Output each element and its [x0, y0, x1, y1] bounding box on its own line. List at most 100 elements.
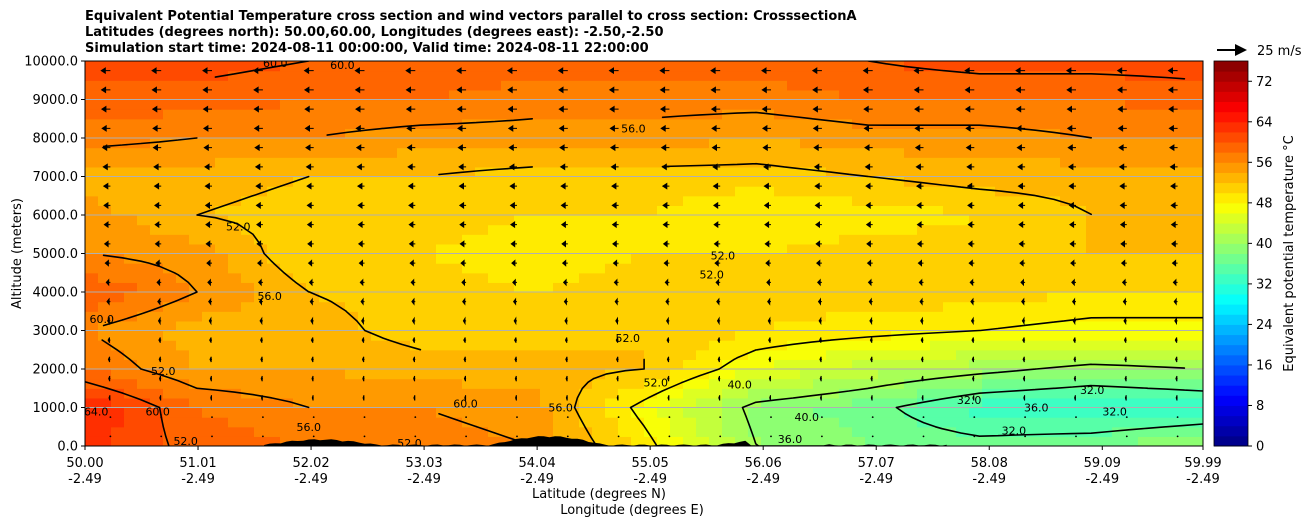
- field-cell: [761, 157, 775, 168]
- field-cell: [748, 224, 762, 235]
- field-cell: [215, 320, 229, 332]
- field-cell: [813, 176, 827, 187]
- field-cell: [982, 205, 996, 216]
- field-cell: [1073, 138, 1087, 149]
- field-cell: [176, 205, 190, 216]
- field-cell: [514, 195, 528, 206]
- field-cell: [293, 186, 307, 197]
- field-cell: [85, 301, 99, 312]
- field-cell: [475, 166, 489, 178]
- field-cell: [319, 397, 333, 409]
- field-cell: [709, 243, 723, 255]
- field-cell: [1177, 301, 1191, 312]
- field-cell: [813, 61, 827, 72]
- field-cell: [1164, 89, 1178, 101]
- field-cell: [1151, 215, 1165, 226]
- field-cell: [579, 340, 593, 351]
- field-cell: [709, 224, 723, 235]
- field-cell: [982, 292, 996, 303]
- field-cell: [501, 397, 515, 409]
- field-cell: [280, 330, 294, 341]
- field-cell: [488, 147, 502, 158]
- wind-vector: [616, 356, 619, 363]
- field-cell: [995, 157, 1009, 168]
- wind-vector: [202, 124, 212, 132]
- field-cell: [943, 397, 957, 409]
- field-cell: [761, 195, 775, 206]
- field-cell: [605, 253, 619, 264]
- field-cell: [1047, 397, 1061, 409]
- field-cell: [852, 397, 866, 409]
- field-cell: [540, 263, 554, 274]
- field-cell: [1060, 330, 1074, 341]
- field-cell: [553, 272, 567, 283]
- field-cell: [735, 224, 749, 235]
- field-cell: [371, 436, 385, 446]
- field-cell: [423, 61, 437, 72]
- wind-vector: [357, 201, 365, 209]
- field-cell: [501, 369, 515, 380]
- field-cell: [670, 397, 684, 409]
- field-cell: [501, 99, 515, 110]
- field-cell: [1021, 282, 1035, 293]
- field-cell: [319, 166, 333, 178]
- field-cell: [1073, 282, 1087, 293]
- field-cell: [995, 80, 1009, 91]
- field-cell: [904, 388, 918, 399]
- field-cell: [85, 388, 99, 399]
- field-cell: [1073, 128, 1087, 139]
- field-cell: [475, 369, 489, 380]
- contour-label: 32.0: [1080, 384, 1105, 397]
- field-cell: [891, 263, 905, 274]
- field-cell: [748, 282, 762, 293]
- x-tick-label-latitude: 59.09: [1084, 456, 1121, 471]
- field-cell: [605, 205, 619, 216]
- field-cell: [462, 426, 476, 437]
- wind-vector: [456, 67, 467, 75]
- field-cell: [98, 272, 112, 283]
- field-cell: [1047, 311, 1061, 322]
- wind-vector: [260, 395, 263, 401]
- field-cell: [813, 397, 827, 409]
- field-cell: [1190, 70, 1203, 81]
- field-cell: [163, 407, 177, 418]
- field-cell: [280, 215, 294, 226]
- field-cell: [85, 89, 99, 101]
- field-cell: [995, 349, 1009, 360]
- field-cell: [436, 359, 450, 370]
- field-cell: [267, 128, 281, 139]
- x-tick-label-longitude: -2.49: [294, 472, 328, 487]
- field-cell: [774, 436, 788, 446]
- title-line-3: Simulation start time: 2024-08-11 00:00:…: [85, 41, 649, 56]
- field-cell: [540, 311, 554, 322]
- wind-vector: [304, 124, 314, 132]
- wind-vector: [919, 297, 924, 306]
- y-tick-label: 1000.0: [33, 401, 79, 416]
- field-cell: [579, 397, 593, 409]
- wind-vector: [355, 105, 365, 113]
- field-cell: [215, 272, 229, 283]
- field-cell: [514, 272, 528, 283]
- wind-vector: [305, 163, 314, 171]
- field-cell: [371, 195, 385, 206]
- field-cell: [1190, 397, 1203, 409]
- field-cell: [319, 205, 333, 216]
- field-cell: [1138, 89, 1152, 101]
- field-cell: [1086, 166, 1100, 178]
- field-cell: [332, 311, 346, 322]
- field-cell: [813, 378, 827, 389]
- field-cell: [787, 195, 801, 206]
- field-cell: [1060, 282, 1074, 293]
- field-cell: [956, 224, 970, 235]
- field-cell: [878, 311, 892, 322]
- field-cell: [1138, 109, 1152, 120]
- field-cell: [605, 263, 619, 274]
- field-cell: [1151, 195, 1165, 206]
- wind-vector: [411, 297, 416, 306]
- field-cell: [176, 234, 190, 245]
- field-cell: [657, 397, 671, 409]
- wind-vector: [1124, 375, 1127, 382]
- field-cell: [397, 157, 411, 168]
- field-cell: [137, 147, 151, 158]
- field-cell: [748, 118, 762, 129]
